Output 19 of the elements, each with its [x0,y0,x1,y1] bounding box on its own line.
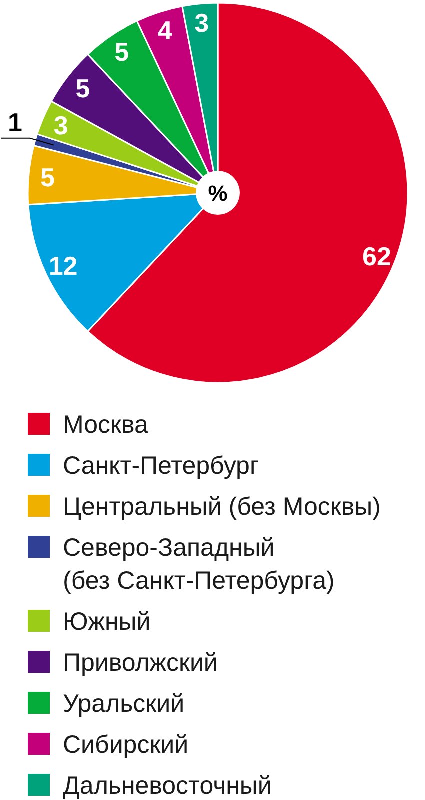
legend-label: Санкт-Петербург [63,452,260,480]
data-label: 5 [114,36,130,67]
legend-label: Уральский [63,690,185,718]
data-label: 5 [76,74,90,104]
data-label: 62 [362,241,392,272]
legend-label: Приволжский [63,649,218,677]
legend-label: Южный [63,608,151,636]
legend-label: Центральный (без Москвы) [63,493,381,521]
legend-label: Москва [63,411,148,439]
text: % [208,180,228,206]
legend-label: Северо-Западный (без Санкт-Петербурга) [63,534,335,595]
data-label: 3 [54,110,68,140]
data-label: 4 [158,16,173,46]
data-label: 5 [40,162,55,192]
data-label: 12 [48,251,78,282]
data-label: 1 [8,107,22,138]
legend-label: Дальневосточный [63,772,272,800]
data-label: 3 [194,8,210,38]
legend-label: Сибирский [63,731,189,759]
